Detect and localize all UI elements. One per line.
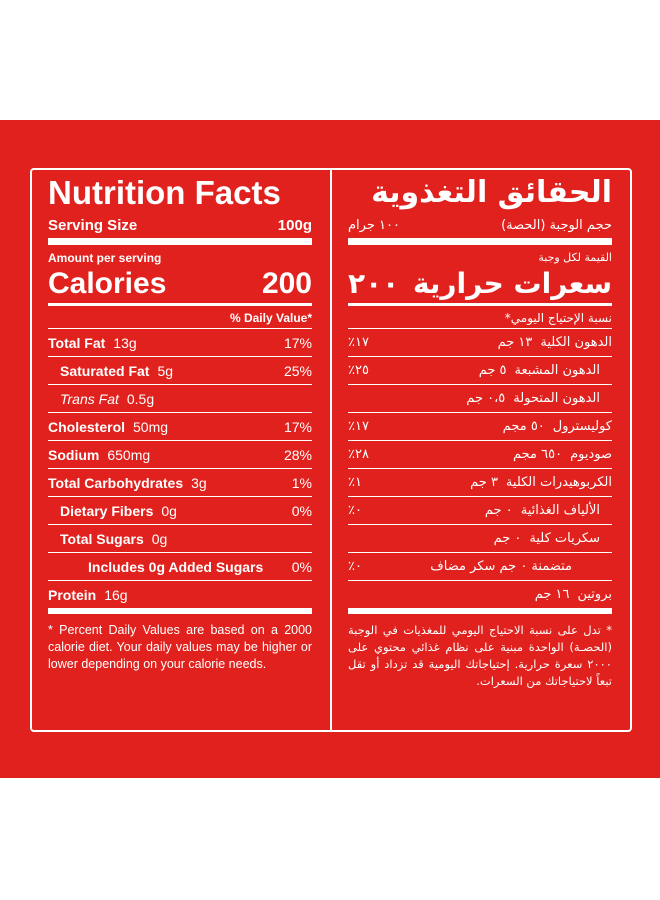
nutrient-row: Total Sugars 0g (48, 525, 312, 553)
nutrient-amount: 0g (151, 531, 168, 547)
nutrient-amount: ٣ جم (470, 475, 498, 490)
nutrient-row: بروتين ١٦ جم (348, 581, 612, 614)
nutrient-name: Trans Fat (60, 391, 119, 407)
english-panel: Nutrition Facts Serving Size 100g Amount pe… (48, 172, 312, 673)
calories: سعرات حرارية ٢٠٠ (348, 267, 612, 306)
nutrient-name: الكربوهيدرات الكلية (505, 475, 612, 490)
nutrient-name: Cholesterol (48, 419, 126, 435)
nutrient-row: Saturated Fat 5g 25% (48, 357, 312, 385)
nutrient-name: سكريات كلية (529, 531, 600, 546)
calories: Calories 200 (48, 267, 312, 306)
daily-value: 0% (291, 559, 312, 575)
daily-value: ١٧٪ (348, 335, 369, 350)
nutrient-row: الدهون المشبعة ٥ جم ٢٥٪ (348, 357, 612, 385)
nutrient-amount: 5g (157, 363, 174, 379)
nutrient-row: الدهون المتحولة ٠،٥ جم (348, 385, 612, 413)
nutrient-amount: ٠ جم (493, 531, 522, 546)
nutrient-row: Total Carbohydrates 3g 1% (48, 469, 312, 497)
nutrient-amount: 3g (191, 475, 207, 491)
column-divider (330, 168, 332, 732)
nutrient-name: Saturated Fat (60, 363, 150, 379)
amount-per-serving: القيمة لكل وجبة (538, 251, 612, 264)
daily-value: 1% (291, 475, 312, 491)
nutrient-amount: ٦٥٠ مجم (512, 447, 563, 462)
nutrient-row: صوديوم ٦٥٠ مجم ٢٨٪ (348, 441, 612, 469)
nutrient-name: الدهون المتحولة (513, 391, 600, 406)
calories-label: سعرات حرارية (412, 267, 612, 300)
nutrient-amount: 0.5g (126, 391, 155, 407)
nutrient-amount: ١٦ جم (534, 587, 570, 602)
nutrient-row: Protein 16g (48, 581, 312, 614)
daily-value: 28% (283, 447, 312, 463)
nutrient-name: كوليسترول (552, 419, 612, 434)
amount-per-serving: Amount per serving (48, 251, 162, 265)
nutrient-row: Dietary Fibers 0g 0% (48, 497, 312, 525)
daily-value: 17% (283, 335, 312, 351)
nutrient-name: Total Fat (48, 335, 106, 351)
nutrient-amount: 16g (104, 587, 128, 603)
nutrient-name: Total Sugars (60, 531, 144, 547)
nutrient-name: الألياف الغذائية (520, 503, 600, 518)
nutrient-row: Trans Fat 0.5g (48, 385, 312, 413)
nutrient-row: Cholesterol 50mg 17% (48, 413, 312, 441)
nutrient-name: Includes 0g Added Sugars (88, 559, 264, 575)
nutrient-row: كوليسترول ٥٠ مجم ١٧٪ (348, 413, 612, 441)
calories-label: Calories (48, 267, 167, 300)
nutrient-amount: ٠،٥ جم (466, 391, 506, 406)
daily-value: ١٧٪ (348, 419, 369, 434)
daily-value: 25% (283, 363, 312, 379)
nutrient-row: الكربوهيدرات الكلية ٣ جم ١٪ (348, 469, 612, 497)
serving-value: 100g (277, 217, 312, 234)
serving-size: Serving Size 100g (48, 214, 312, 245)
serving-value: ١٠٠ جرام (348, 218, 400, 233)
calories-value: 200 (261, 267, 312, 300)
footnote: * Percent Daily Values are based on a 20… (48, 623, 312, 671)
title: الحقائق التغذوية (371, 175, 612, 210)
nutrient-amount: ٥٠ مجم (502, 419, 545, 434)
footnote: * تدل على نسبة الاحتياج اليومي للمغذيات … (348, 623, 612, 688)
nutrient-name: Total Carbohydrates (48, 475, 184, 491)
daily-value: ١٪ (348, 475, 362, 490)
nutrient-row: Total Fat 13g 17% (48, 329, 312, 357)
nutrient-amount: ٠ جم (484, 503, 513, 518)
title: Nutrition Facts (48, 174, 281, 211)
nutrient-name: الدهون الكلية (540, 335, 612, 350)
daily-value: ٢٥٪ (348, 363, 369, 378)
nutrient-amount: 50mg (133, 419, 169, 435)
nutrient-row: Sodium 650mg 28% (48, 441, 312, 469)
nutrient-row: الألياف الغذائية ٠ جم ٠٪ (348, 497, 612, 525)
nutrient-amount: ٥ جم (478, 363, 507, 378)
daily-value: ٠٪ (348, 559, 362, 574)
nutrient-name: Sodium (48, 447, 100, 463)
serving-size: حجم الوجبة (الحصة) ١٠٠ جرام (348, 214, 612, 245)
nutrient-amount: 650mg (107, 447, 151, 463)
nutrient-name: متضمنة ٠ جم سكر مضاف (430, 559, 572, 574)
daily-value-header: % Daily Value* (48, 306, 312, 329)
nutrient-row: متضمنة ٠ جم سكر مضاف ٠٪ (348, 553, 612, 581)
daily-value: 0% (291, 503, 312, 519)
nutrient-row: الدهون الكلية ١٣ جم ١٧٪ (348, 329, 612, 357)
nutrient-amount: ١٣ جم (497, 335, 533, 350)
nutrient-row: Includes 0g Added Sugars 0% (48, 553, 312, 581)
daily-value-header: نسبة الإحتياج اليومي* (348, 306, 612, 329)
nutrient-row: سكريات كلية ٠ جم (348, 525, 612, 553)
daily-value: ٠٪ (348, 503, 362, 518)
nutrient-name: بروتين (577, 587, 612, 602)
nutrient-amount: 13g (113, 335, 137, 351)
nutrient-name: Protein (48, 587, 97, 603)
calories-value: ٢٠٠ (348, 267, 400, 300)
daily-value: ٢٨٪ (348, 447, 369, 462)
daily-value: 17% (283, 419, 312, 435)
nutrient-name: صوديوم (570, 447, 612, 462)
arabic-panel: الحقائق التغذوية حجم الوجبة (الحصة) ١٠٠ جر… (348, 172, 612, 690)
nutrient-name: Dietary Fibers (60, 503, 154, 519)
serving-label: حجم الوجبة (الحصة) (501, 218, 612, 233)
nutrient-amount: 0g (161, 503, 177, 519)
nutrient-name: الدهون المشبعة (514, 363, 601, 378)
serving-label: Serving Size (48, 217, 138, 234)
